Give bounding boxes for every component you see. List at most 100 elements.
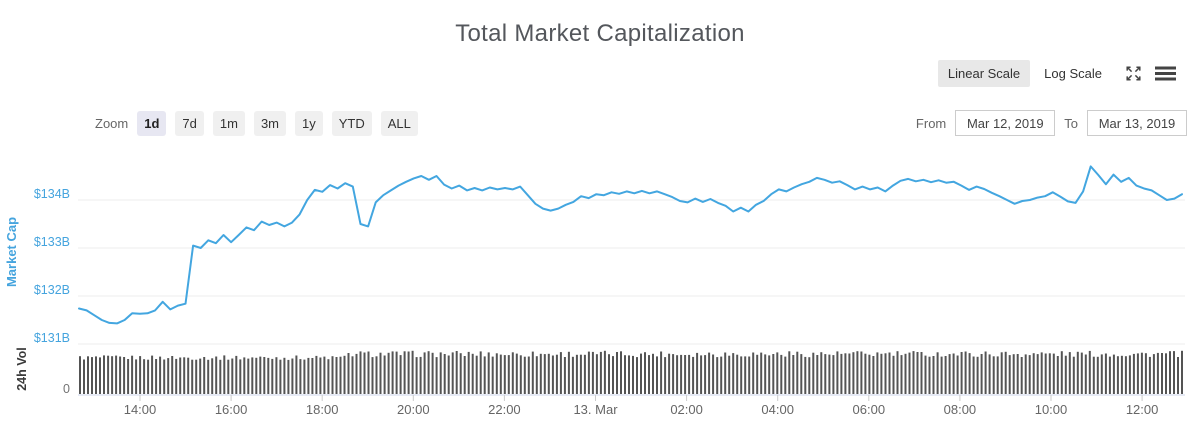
volume-bar — [251, 357, 254, 394]
volume-bar — [435, 357, 438, 394]
volume-bar — [495, 353, 498, 394]
volume-bar — [531, 351, 534, 394]
volume-bar — [179, 357, 182, 394]
volume-bar — [483, 356, 486, 394]
chart-plot-area[interactable] — [78, 150, 1185, 395]
volume-bar — [451, 352, 454, 394]
zoom-button-7d[interactable]: 7d — [175, 110, 204, 136]
volume-bar — [988, 354, 991, 394]
page-title: Total Market Capitalization — [455, 20, 745, 47]
volume-bar — [555, 354, 558, 394]
volume-bar — [1060, 351, 1063, 394]
volume-bar — [603, 350, 606, 394]
volume-bar — [523, 356, 526, 394]
volume-bar — [547, 353, 550, 394]
volume-bar — [371, 357, 374, 394]
volume-bar — [808, 357, 811, 394]
volume-bar — [768, 355, 771, 394]
volume-bar — [1000, 352, 1003, 394]
x-axis-tick-label: 06:00 — [853, 402, 886, 417]
volume-bar — [708, 352, 711, 394]
volume-bar — [367, 351, 370, 394]
zoom-presets: Zoom 1d 7d 1m 3m 1y YTD ALL — [95, 110, 418, 136]
volume-bar — [1068, 352, 1071, 394]
volume-bar — [736, 354, 739, 394]
volume-bar — [215, 356, 218, 394]
zoom-button-1m[interactable]: 1m — [212, 110, 245, 136]
volume-bar — [207, 359, 210, 394]
volume-bar — [227, 359, 230, 394]
volume-bar — [551, 355, 554, 394]
volume-bar — [195, 359, 198, 394]
volume-bar — [912, 351, 915, 394]
volume-bar — [307, 357, 310, 394]
to-label: To — [1064, 115, 1078, 131]
volume-bar — [519, 355, 522, 394]
volume-bar — [632, 355, 634, 394]
fullscreen-button[interactable] — [1125, 65, 1142, 82]
volume-bar — [447, 355, 450, 394]
volume-bar — [940, 356, 943, 394]
volume-bar — [151, 355, 154, 394]
volume-bar — [375, 356, 378, 394]
volume-bar — [399, 355, 402, 394]
zoom-button-1y[interactable]: 1y — [295, 110, 323, 136]
volume-bar — [527, 356, 530, 394]
volume-bar — [359, 351, 362, 394]
zoom-button-3m[interactable]: 3m — [253, 110, 286, 136]
linear-scale-button[interactable]: Linear Scale — [937, 60, 1031, 87]
volume-bar — [291, 358, 294, 394]
volume-bar — [319, 357, 322, 394]
volume-bar — [1112, 354, 1115, 394]
chart-menu-button[interactable] — [1155, 66, 1176, 81]
volume-bar — [696, 352, 699, 394]
hamburger-menu-icon — [1155, 66, 1176, 81]
volume-bar — [840, 353, 843, 394]
volume-bar — [1028, 355, 1031, 394]
volume-bar — [411, 350, 414, 394]
volume-bar — [591, 351, 594, 394]
volume-bar — [1124, 356, 1127, 394]
volume-bar — [87, 356, 89, 394]
volume-bar — [1064, 355, 1067, 394]
volume-bar — [91, 357, 93, 394]
scale-toggle: Linear Scale Log Scale — [937, 60, 1176, 87]
log-scale-button[interactable]: Log Scale — [1044, 66, 1102, 81]
volume-bar — [263, 357, 266, 394]
from-date-input[interactable] — [955, 110, 1056, 136]
volume-bar — [1173, 351, 1175, 394]
volume-bar — [479, 351, 482, 394]
volume-bar — [920, 352, 923, 394]
volume-bar — [131, 355, 134, 394]
volume-bar — [608, 354, 610, 394]
volume-bar — [243, 357, 246, 394]
volume-bar — [311, 358, 314, 394]
volume-bar — [235, 355, 238, 394]
volume-bar — [972, 356, 975, 394]
volume-bar — [1076, 351, 1079, 394]
zoom-button-all[interactable]: ALL — [380, 110, 418, 136]
volume-bar — [648, 355, 650, 394]
volume-bar — [712, 354, 715, 394]
volume-bar — [612, 356, 614, 394]
zoom-button-1d[interactable]: 1d — [137, 110, 167, 136]
zoom-button-ytd[interactable]: YTD — [331, 110, 372, 136]
volume-bar — [459, 353, 462, 394]
volume-bar — [752, 352, 755, 394]
to-date-input[interactable] — [1087, 110, 1187, 136]
volume-bar — [315, 355, 318, 394]
volume-bar — [439, 352, 442, 394]
volume-bar — [928, 356, 931, 394]
volume-bar — [335, 357, 338, 394]
volume-bar — [1040, 352, 1043, 394]
volume-bar — [680, 354, 683, 394]
volume-bar — [992, 356, 995, 394]
volume-bar — [563, 357, 566, 394]
volume-bar — [299, 359, 302, 394]
x-axis-tick-label: 13. Mar — [573, 402, 618, 417]
volume-bar — [163, 359, 166, 394]
volume-bar — [587, 351, 590, 394]
volume-bar — [1136, 353, 1139, 394]
volume-bar — [1165, 353, 1167, 394]
volume-bar — [868, 354, 871, 394]
